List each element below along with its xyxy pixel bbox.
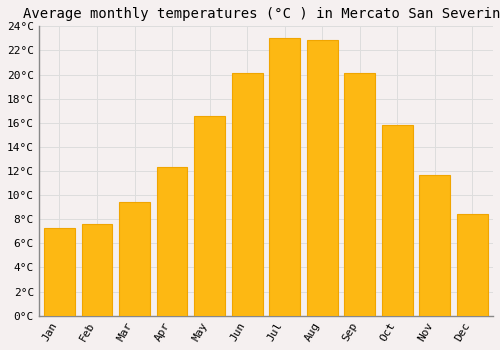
Bar (44, 228, 75, 316)
Bar (420, 175, 450, 316)
Bar (82, 224, 112, 316)
Bar (232, 73, 262, 316)
Bar (457, 214, 488, 316)
Bar (344, 73, 375, 316)
Bar (382, 125, 412, 316)
Bar (270, 38, 300, 316)
Title: Average monthly temperatures (°C ) in Mercato San Severino: Average monthly temperatures (°C ) in Me… (23, 7, 500, 21)
Bar (307, 40, 338, 316)
Bar (194, 116, 225, 316)
Bar (119, 202, 150, 316)
Bar (156, 167, 188, 316)
